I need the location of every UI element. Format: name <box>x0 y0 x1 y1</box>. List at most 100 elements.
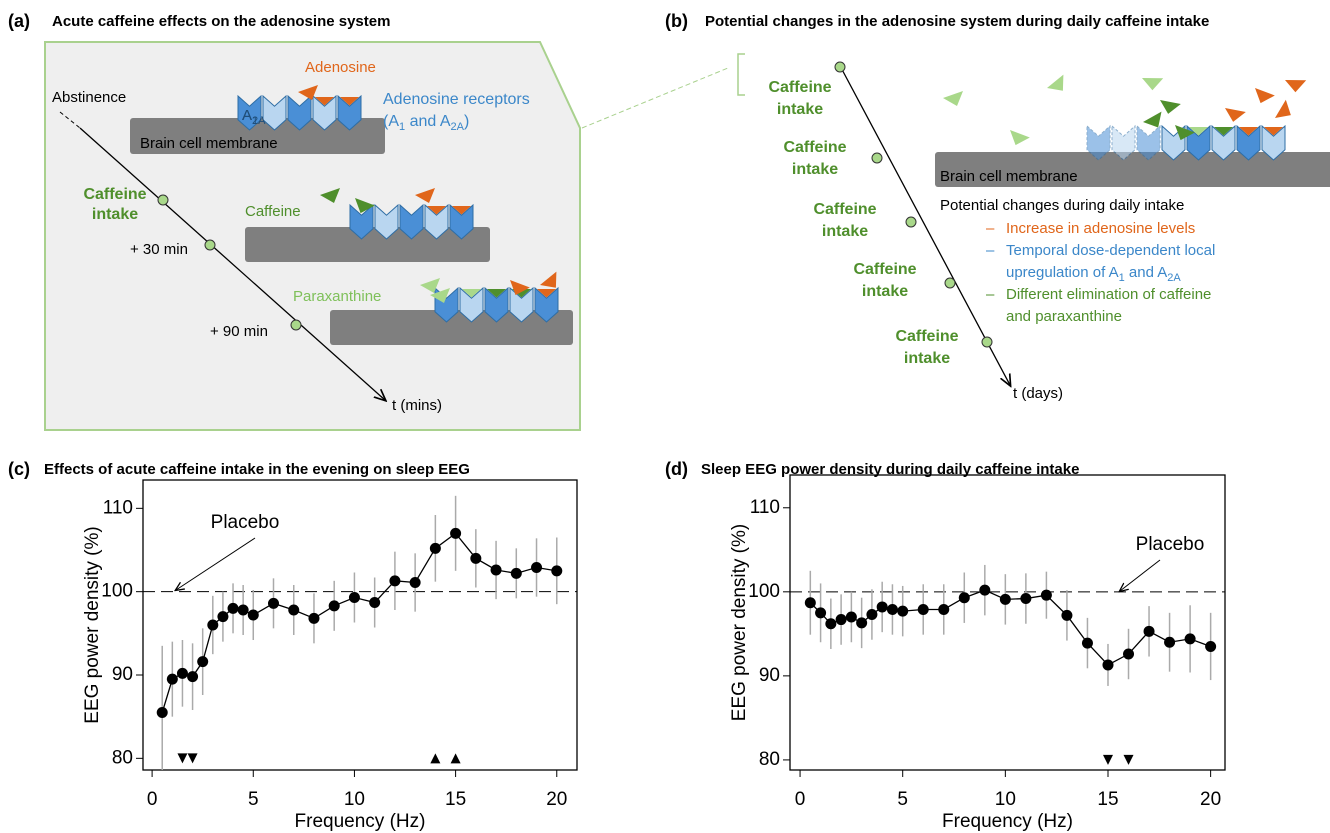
text-part: Caffeine <box>853 261 916 278</box>
data-point <box>866 609 878 621</box>
membrane-label: Brain cell membrane <box>940 168 1078 185</box>
bound-ligand <box>537 289 556 298</box>
data-point <box>207 619 219 631</box>
text-part: and A <box>1125 264 1168 281</box>
bound-ligand <box>487 289 506 298</box>
bound-ligand <box>452 206 471 215</box>
change: Increase in adenosine levels <box>1006 220 1195 237</box>
label: intake <box>862 283 908 300</box>
timeline-dashed <box>59 111 81 129</box>
y-tick-label: 80 <box>759 749 780 770</box>
significance-marker <box>177 753 188 764</box>
receptor <box>262 94 287 131</box>
text-part: A <box>242 107 252 124</box>
panel-label: (c) <box>8 459 30 479</box>
ligand <box>298 85 318 100</box>
data-point <box>409 577 421 588</box>
text-part: intake <box>777 101 823 118</box>
y-axis-title: EEG power density (%) <box>82 526 103 723</box>
x-tick-label: 0 <box>147 789 158 810</box>
label: intake <box>792 161 838 178</box>
label: intake <box>904 350 950 367</box>
bound-ligand <box>1214 127 1233 136</box>
data-point <box>979 584 991 596</box>
data-point <box>369 597 381 608</box>
ligand <box>1143 111 1162 128</box>
plot-frame <box>142 479 578 771</box>
bullet: – <box>986 286 995 303</box>
data-point <box>1123 648 1135 660</box>
y-tick-label: 110 <box>750 497 780 518</box>
bullet: – <box>986 242 995 259</box>
bound-ligand <box>340 97 359 106</box>
data-point <box>247 609 259 621</box>
change: and paraxanthine <box>1006 308 1122 325</box>
significance-marker <box>187 753 198 764</box>
timeline-b <box>837 61 1010 385</box>
data-point <box>490 564 502 576</box>
text-part: Adenosine receptors <box>383 91 530 108</box>
receptors <box>237 74 1307 323</box>
text-part: intake <box>792 161 838 178</box>
x-tick-label: 10 <box>344 789 365 810</box>
data-point <box>348 592 360 603</box>
axis-label: t (mins) <box>392 397 442 414</box>
subscript: 1 <box>399 121 405 133</box>
ligand <box>415 188 435 203</box>
data-point <box>156 707 168 718</box>
label: Caffeine <box>813 201 876 218</box>
receptor <box>1236 124 1261 161</box>
bound-ligand <box>1189 127 1208 136</box>
label: A1 <box>242 107 258 127</box>
time-label: + 90 min <box>210 323 268 340</box>
membrane-label: Brain cell membrane <box>140 135 278 152</box>
chart-title: Effects of acute caffeine intake in the … <box>44 461 470 478</box>
data-point <box>450 527 462 539</box>
time-point <box>157 194 169 206</box>
x-axis-title: Frequency (Hz) <box>295 811 426 832</box>
receptor <box>424 203 449 240</box>
subscript: 2A <box>451 121 465 133</box>
bound-ligand <box>1239 127 1258 136</box>
text-part: Caffeine <box>783 139 846 156</box>
data-point <box>958 592 970 604</box>
data-point <box>804 597 816 609</box>
data-point <box>845 611 857 623</box>
data-point <box>1102 659 1114 671</box>
time-point <box>871 152 883 164</box>
chart-title: Sleep EEG power density during daily caf… <box>701 461 1079 478</box>
data-point <box>470 552 482 564</box>
panel-title: Potential changes in the adenosine syste… <box>705 13 1209 30</box>
text-part: Caffeine <box>813 201 876 218</box>
y-tick-label: 90 <box>759 665 780 686</box>
ligand <box>1160 100 1181 114</box>
text-part: Different elimination of caffeine <box>1006 286 1211 303</box>
panel-label: (a) <box>8 11 30 31</box>
data-point <box>551 565 563 577</box>
significance-marker <box>1123 754 1134 765</box>
bound-ligand <box>427 206 446 215</box>
bullet: – <box>986 220 995 237</box>
time-point <box>981 336 993 348</box>
ligand <box>420 278 440 293</box>
receptor <box>399 203 424 240</box>
text-part: Caffeine <box>768 79 831 96</box>
data-point <box>389 575 401 587</box>
data-point <box>886 603 898 615</box>
receptor <box>459 286 484 323</box>
text-part: ) <box>464 113 469 130</box>
label: Caffeine <box>83 186 146 203</box>
ligand <box>355 198 375 214</box>
y-tick-label: 110 <box>103 497 133 518</box>
receptor <box>484 286 509 323</box>
time-point <box>204 239 216 251</box>
ligand <box>540 271 557 288</box>
data-point <box>1164 636 1176 648</box>
y-axis-title: EEG power density (%) <box>729 524 750 721</box>
data-point <box>1081 637 1093 649</box>
data-point <box>217 611 229 623</box>
y-tick-label: 100 <box>101 581 133 602</box>
label: intake <box>822 223 868 240</box>
ligand <box>1010 130 1030 146</box>
data-point <box>1040 589 1052 601</box>
